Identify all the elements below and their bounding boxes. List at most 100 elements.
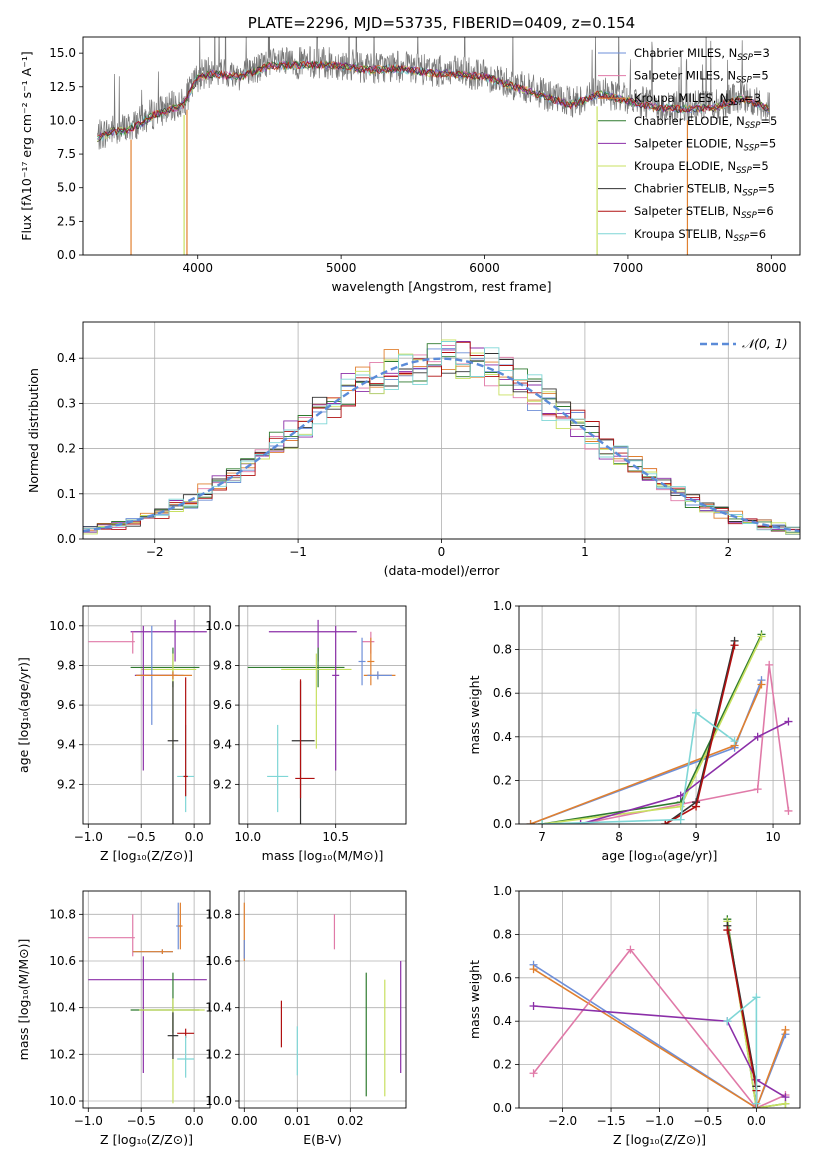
mass-vs-Z-ytick-label: 10.8 (49, 907, 76, 921)
mass-vs-ebv-xlabel: E(B-V) (303, 1132, 342, 1147)
mass-vs-Z-xtick-label: 0.0 (185, 1114, 204, 1128)
legend-entry-chabrier_miles: Chabrier MILES, NSSP=3 (634, 46, 770, 63)
weight-vs-Z-series-salpeter_miles (532, 948, 786, 1108)
residuals-xtick-label: 0 (438, 545, 446, 559)
weight-vs-age-marker (676, 815, 685, 824)
mass-vs-Z-axes: −1.0 −0.5 0.0 10.0 10.2 10.4 10.6 10.8 Z [log₁₀(… (16, 891, 210, 1147)
weight-vs-age-frame (518, 605, 801, 825)
mass-vs-Z-ytick-label: 10.6 (49, 954, 76, 968)
legend-entry-salpeter_stelib: Salpeter STELIB, NSSP=6 (634, 204, 774, 221)
weight-vs-age-marker (692, 802, 701, 811)
mass-vs-Z-xlabel: Z [log₁₀(Z/Z⊙)] (100, 1132, 193, 1147)
spectrum-model-chabrier_stelib (97, 60, 769, 142)
weight-vs-age-marker (757, 632, 766, 641)
spectrum-legend: Chabrier MILES, NSSP=3 Salpeter MILES, NS… (598, 46, 777, 244)
weight-vs-Z-xtick-label: 0.0 (747, 1114, 766, 1128)
mass-vs-Z-points (88, 902, 207, 1104)
weight-vs-Z-ytick-label: 0.6 (493, 971, 512, 985)
residuals-xlabel: (data-model)/error (384, 563, 501, 578)
weight-vs-Z-xtick-label: −1.5 (596, 1114, 625, 1128)
residuals-ytick-label: 0.1 (57, 487, 76, 501)
weight-vs-age-ytick-label: 0.2 (493, 773, 512, 787)
mass-vs-Z-xtick-label: −0.5 (127, 1114, 156, 1128)
weight-vs-Z-xtick-label: −1.0 (645, 1114, 674, 1128)
weight-vs-age-ytick-label: 0.0 (493, 817, 512, 831)
residuals-frame (82, 321, 801, 540)
weight-vs-Z-ylabel: mass weight (467, 960, 482, 1039)
legend-entry-chabrier_stelib: Chabrier STELIB, NSSP=5 (634, 182, 775, 199)
weight-vs-Z-series-kroupa_miles (533, 968, 787, 1108)
gaussian-legend-label: 𝒩(0, 1) (742, 336, 788, 351)
age-vs-mass-xtick-label: 10.0 (234, 830, 261, 844)
mass-vs-Z-ytick-label: 10.4 (49, 1001, 76, 1015)
age-vs-Z-frame (82, 605, 211, 825)
age-vs-Z-xtick-label: 0.0 (185, 830, 204, 844)
weight-vs-Z-ytick-label: 0.8 (493, 927, 512, 941)
weight-vs-age-marker (538, 820, 547, 824)
spectrum-xtick-label: 6000 (469, 261, 500, 275)
legend-entry-kroupa_miles: Kroupa MILES, NSSP=3 (634, 91, 761, 108)
weight-vs-age-series-kroupa_stelib (542, 711, 736, 824)
mass-vs-Z-frame (82, 890, 211, 1109)
weight-vs-age-ytick-label: 0.4 (493, 730, 512, 744)
weight-vs-age-ylabel: mass weight (467, 675, 482, 754)
weight-vs-Z-frame (518, 890, 801, 1109)
residual-hist-kroupa_stelib (83, 341, 800, 539)
mass-vs-Z-xtick-label: −1.0 (74, 1114, 103, 1128)
spectrum-ytick-label: 0.0 (57, 248, 76, 262)
weight-vs-age-xtick-label: 10 (765, 830, 780, 844)
mass-vs-ebv-xtick-label: 0.01 (284, 1114, 311, 1128)
age-vs-mass-ytick-label: 9.2 (213, 777, 232, 791)
residuals-ytick-label: 0.4 (57, 351, 76, 365)
spectrum-ytick-label: 15.0 (49, 46, 76, 60)
weight-vs-age-marker (753, 785, 762, 794)
spectrum-ytick-label: 2.5 (57, 214, 76, 228)
legend-entry-kroupa_elodie: Kroupa ELODIE, NSSP=5 (634, 159, 769, 176)
residuals-ytick-label: 0.3 (57, 396, 76, 410)
spectrum-ylabel: Flux [fλ10⁻¹⁷ erg cm⁻² s⁻¹ A⁻¹] (19, 51, 34, 240)
legend-entry-salpeter_miles: Salpeter MILES, NSSP=5 (634, 69, 769, 86)
spectrum-xtick-label: 5000 (326, 261, 357, 275)
mass-vs-ebv-ytick-label: 10.6 (205, 954, 232, 968)
weight-vs-Z-marker (723, 926, 732, 935)
residuals-xtick-label: 1 (581, 545, 589, 559)
mass-vs-ebv-ytick-label: 10.4 (205, 1001, 232, 1015)
spectrum-ytick-label: 10.0 (49, 113, 76, 127)
spectrum-ytick-label: 5.0 (57, 181, 76, 195)
mass-vs-ebv-points (243, 902, 402, 1097)
mass-vs-ebv-axes: 0.00 0.01 0.02 10.0 10.2 10.4 10.6 10.8 E(B-V) (205, 891, 406, 1147)
age-vs-Z-ytick-label: 9.2 (57, 777, 76, 791)
age-vs-mass-ytick-label: 9.6 (213, 698, 232, 712)
age-vs-mass-points (247, 619, 396, 824)
spectrum-xtick-label: 7000 (613, 261, 644, 275)
weight-vs-age-axes: 7 8 9 10 0.0 0.2 0.4 0.6 0.8 1.0 age [log₁₀(age/yr… (467, 599, 800, 863)
spectrum-ytick-label: 7.5 (57, 147, 76, 161)
weight-vs-Z-marker (529, 1069, 538, 1078)
age-vs-mass-frame (238, 605, 407, 825)
weight-vs-age-marker (784, 806, 793, 815)
weight-vs-age-marker (730, 737, 739, 746)
age-vs-Z-ytick-label: 10.0 (49, 619, 76, 633)
weight-vs-age-xlabel: age [log₁₀(age/yr)] (602, 848, 718, 863)
weight-vs-Z-marker (529, 1002, 538, 1011)
spectrum-xlabel: wavelength [Angstrom, rest frame] (331, 279, 551, 294)
age-vs-mass-xtick-label: 10.5 (322, 830, 349, 844)
age-vs-Z-xtick-label: −0.5 (127, 830, 156, 844)
weight-vs-Z-ytick-label: 0.4 (493, 1014, 512, 1028)
gaussian-curve (83, 357, 800, 533)
age-vs-Z-xlabel: Z [log₁₀(Z/Z⊙)] (100, 848, 193, 863)
weight-vs-age-ytick-label: 0.8 (493, 643, 512, 657)
age-vs-Z-ytick-label: 9.6 (57, 698, 76, 712)
weight-vs-Z-xtick-label: −0.5 (693, 1114, 722, 1128)
weight-vs-age-ytick-label: 1.0 (493, 599, 512, 613)
residuals-ytick-label: 0.2 (57, 442, 76, 456)
mass-vs-ebv-frame (238, 890, 407, 1109)
weight-vs-Z-marker (781, 1093, 790, 1102)
weight-vs-Z-xtick-label: −2.0 (548, 1114, 577, 1128)
weight-vs-age-marker (576, 820, 585, 824)
mass-vs-Z-ytick-label: 10.2 (49, 1047, 76, 1061)
weight-vs-age-lines (526, 630, 793, 824)
weight-vs-Z-ytick-label: 0.2 (493, 1058, 512, 1072)
weight-vs-age-marker (730, 641, 739, 650)
